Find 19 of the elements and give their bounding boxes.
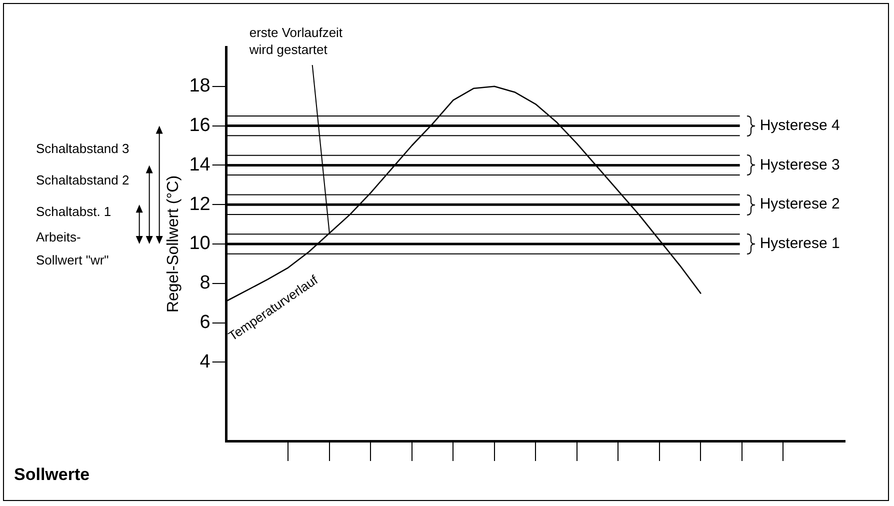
text: Schaltabstand 2 — [36, 172, 130, 188]
y-tick-label: 12 — [189, 194, 210, 215]
annotation: erste Vorlaufzeit wird gestartet — [248, 25, 343, 58]
y-tick-label: 6 — [200, 312, 210, 334]
ref-line-label: Hysterese 2 — [760, 196, 840, 213]
text: Arbeits-Sollwert "wr" — [36, 230, 110, 268]
y-axis-title: Regel-Sollwert (°C) — [165, 175, 182, 313]
y-tick-label: 18 — [189, 76, 210, 97]
ref-line-label: Hysterese 1 — [760, 235, 840, 252]
y-tick-label: 16 — [189, 115, 210, 136]
y-tick-label: 14 — [189, 154, 211, 176]
text: Schaltabst. 1 — [36, 204, 112, 220]
text: Sollwerte — [14, 465, 90, 484]
ref-line-label: Hysterese 3 — [760, 156, 840, 174]
ref-line-label: Hysterese 4 — [760, 116, 840, 134]
y-tick-label: 10 — [189, 233, 210, 254]
y-tick-label: 4 — [200, 351, 211, 372]
y-tick-label: 8 — [200, 272, 210, 294]
text: Schaltabstand 3 — [36, 141, 130, 156]
